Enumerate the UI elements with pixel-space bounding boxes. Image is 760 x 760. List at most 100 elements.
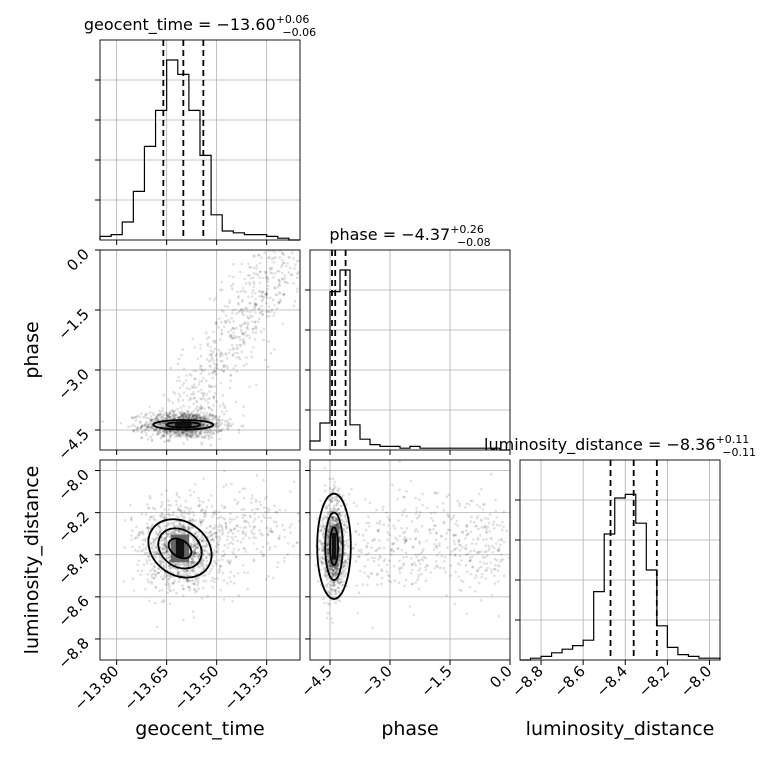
scatter-point <box>482 562 486 565</box>
scatter-point <box>270 529 273 533</box>
scatter-point <box>160 543 164 546</box>
scatter-point <box>334 517 338 520</box>
scatter-point <box>212 539 216 543</box>
scatter-point <box>219 564 223 568</box>
scatter-point <box>184 432 188 436</box>
scatter-point <box>218 516 221 520</box>
scatter-point <box>193 548 197 551</box>
scatter-point <box>262 553 266 557</box>
scatter-point <box>167 503 171 507</box>
scatter-point <box>323 484 327 487</box>
scatter-point <box>230 337 234 340</box>
scatter-point <box>147 580 150 584</box>
scatter-point <box>273 348 276 351</box>
y-tick-label-luminosity_distance: −8.8 <box>54 634 92 672</box>
scatter-point <box>168 559 172 563</box>
scatter-point <box>162 598 165 602</box>
scatter-point <box>218 418 221 422</box>
scatter-point <box>228 348 232 352</box>
scatter-point <box>476 536 480 540</box>
scatter-point <box>233 517 236 521</box>
scatter-point <box>178 433 181 436</box>
scatter-point <box>179 435 183 439</box>
scatter-point <box>177 516 180 519</box>
scatter-point <box>191 545 194 549</box>
scatter-point <box>182 416 185 420</box>
scatter-point <box>216 421 219 424</box>
scatter-point <box>326 549 330 552</box>
scatter-point <box>333 571 337 574</box>
x-axis-label-phase: phase <box>381 718 438 740</box>
scatter-point <box>158 559 161 563</box>
scatter-point <box>329 587 333 591</box>
scatter-point <box>333 574 337 578</box>
scatter-point <box>326 585 329 588</box>
scatter-point <box>321 525 325 528</box>
scatter-point <box>330 519 333 523</box>
scatter-point <box>200 406 204 410</box>
scatter-point <box>321 526 324 529</box>
scatter-point <box>167 586 170 590</box>
scatter-point <box>167 513 171 516</box>
scatter-point <box>337 499 341 503</box>
scatter-point <box>410 520 414 523</box>
scatter-point <box>315 252 318 255</box>
scatter-point <box>474 524 477 528</box>
scatter-point <box>162 600 166 603</box>
scatter-point <box>161 551 164 554</box>
scatter-point <box>445 495 449 499</box>
scatter-point <box>471 566 474 569</box>
scatter-point <box>367 515 370 519</box>
scatter-point <box>289 490 292 493</box>
scatter-point <box>331 583 334 587</box>
scatter-point <box>182 570 186 574</box>
scatter-point <box>479 599 483 602</box>
scatter-point <box>275 521 278 524</box>
scatter-point <box>283 274 287 277</box>
scatter-point <box>249 301 252 305</box>
scatter-point <box>179 411 182 415</box>
scatter-point <box>190 417 194 420</box>
scatter-point <box>400 566 403 570</box>
scatter-point <box>211 414 214 417</box>
scatter-point <box>354 530 357 534</box>
scatter-point <box>289 523 293 526</box>
scatter-point <box>494 509 498 513</box>
scatter-point <box>324 574 328 577</box>
scatter-point <box>245 334 248 338</box>
scatter-point <box>203 431 206 435</box>
scatter-point <box>332 515 335 519</box>
scatter-point <box>331 569 335 572</box>
scatter-point <box>375 521 379 525</box>
scatter-point <box>193 548 197 551</box>
scatter-point <box>415 517 419 520</box>
scatter-point <box>242 364 246 367</box>
scatter-point <box>194 417 198 420</box>
scatter-point <box>180 430 184 434</box>
contour-level <box>324 511 344 581</box>
scatter-point <box>332 584 336 587</box>
scatter-point <box>167 438 171 442</box>
scatter-point <box>170 415 173 419</box>
scatter-point <box>151 426 154 430</box>
scatter-point <box>250 295 254 298</box>
scatter-point <box>347 538 350 541</box>
scatter-point <box>161 577 165 581</box>
scatter-point <box>201 540 205 544</box>
scatter-point <box>471 565 475 569</box>
scatter-point <box>324 567 327 571</box>
scatter-point <box>195 434 199 438</box>
scatter-point <box>168 556 171 560</box>
scatter-point <box>280 246 283 249</box>
scatter-point <box>202 558 205 562</box>
scatter-point <box>392 542 396 545</box>
scatter-point <box>185 433 189 436</box>
scatter-point <box>168 575 172 579</box>
scatter-point <box>193 552 196 555</box>
scatter-point <box>428 528 432 532</box>
scatter-point <box>181 526 185 529</box>
scatter-point <box>226 559 229 562</box>
scatter-point <box>480 575 484 579</box>
scatter-point <box>198 518 202 521</box>
scatter-point <box>162 421 165 425</box>
